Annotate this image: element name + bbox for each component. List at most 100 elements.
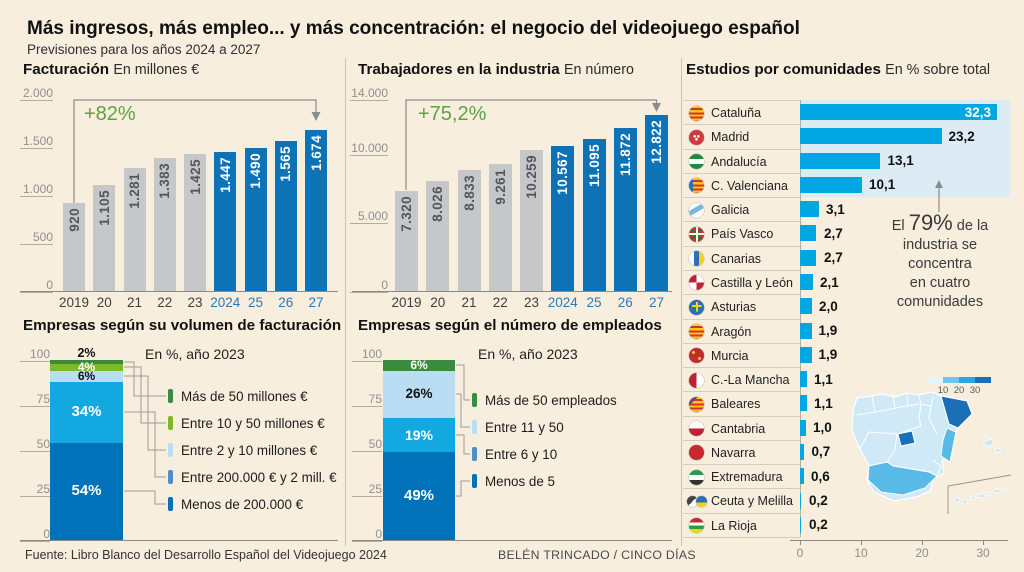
chart-note: En %, año 2023 bbox=[478, 346, 578, 362]
hbar-value: 0,6 bbox=[811, 468, 830, 484]
y-tick: 14.000 bbox=[350, 86, 388, 101]
segment-pct: 6% bbox=[410, 358, 428, 373]
y-tick: 0 bbox=[20, 279, 53, 293]
hbar-andalucia bbox=[800, 152, 880, 169]
segment-2-10m: 6% bbox=[50, 369, 123, 384]
table-row: Galicia bbox=[683, 198, 800, 223]
table-row: Murcia bbox=[683, 344, 800, 369]
segment-pct: 49% bbox=[403, 486, 435, 504]
la-mancha-flag-icon bbox=[689, 372, 704, 388]
map-andalucia bbox=[867, 461, 938, 496]
y-tick: 50 bbox=[352, 438, 382, 452]
x-tick: 2019 bbox=[391, 295, 422, 310]
table-axis-line bbox=[800, 100, 801, 537]
galicia-flag-icon bbox=[689, 202, 704, 218]
y-tick: 0 bbox=[352, 528, 382, 542]
hbar-cataluna bbox=[800, 104, 998, 120]
annotation-line: concentra bbox=[908, 256, 972, 272]
x-tick-mark bbox=[983, 540, 984, 545]
region-name: C. Valenciana bbox=[711, 178, 788, 193]
hbar-navarra bbox=[800, 443, 805, 460]
segment-pct: 54% bbox=[71, 482, 102, 500]
legend-label: Menos de 200.000 € bbox=[181, 497, 304, 512]
hbar-value: 1,1 bbox=[814, 395, 833, 411]
region-name: C.-La Mancha bbox=[711, 373, 790, 388]
bar-value: 1.490 bbox=[248, 152, 263, 189]
x-tick: 27 bbox=[648, 295, 665, 310]
bar-value: 11.095 bbox=[586, 143, 602, 187]
table-row: Ceuta y Melilla bbox=[683, 489, 800, 514]
valenciana-flag-icon bbox=[689, 178, 704, 194]
estudios-title: Estudios por comunidades En % sobre tota… bbox=[686, 61, 990, 78]
legend-swatch bbox=[472, 474, 477, 488]
x-tick: 30 bbox=[976, 546, 990, 560]
chart-note: En %, año 2023 bbox=[145, 346, 245, 362]
y-tick: 1.500 bbox=[20, 135, 53, 149]
hbar-value: 2,7 bbox=[824, 250, 843, 266]
table-row: Castilla y León bbox=[683, 271, 800, 296]
y-tick: 25 bbox=[352, 483, 382, 497]
bar-2021: 8.833 bbox=[457, 169, 481, 291]
map-canarias bbox=[953, 487, 1007, 505]
estudios-table: Cataluña Madrid Andalucía C. Valenciana … bbox=[683, 100, 1011, 539]
map-scale-tick: 10 bbox=[937, 385, 949, 396]
segment-10-50m: 4% bbox=[50, 360, 123, 375]
baleares-flag-icon bbox=[689, 396, 704, 412]
region-name: Murcia bbox=[711, 348, 749, 363]
region-name: Ceuta y Melilla bbox=[711, 494, 793, 509]
segment-label-above: 2% bbox=[77, 346, 96, 360]
segment-pct: 34% bbox=[71, 403, 102, 421]
segment-pct: 4% bbox=[77, 360, 96, 375]
map-madrid bbox=[897, 430, 916, 447]
madrid-flag-icon bbox=[689, 129, 704, 145]
region-name: Asturias bbox=[711, 300, 757, 315]
y-tick: 2.000 bbox=[20, 87, 53, 101]
bar-2019: 920 bbox=[63, 202, 85, 291]
hbar-asturias bbox=[800, 298, 813, 315]
bar-2024-forecast: 1.447 bbox=[214, 152, 237, 291]
hbar-aragon bbox=[800, 322, 812, 339]
y-tick: 75 bbox=[352, 393, 382, 407]
annotation-line: en cuatro bbox=[909, 275, 971, 291]
segment-200k-2m: 34% bbox=[50, 381, 123, 443]
aragon-flag-icon bbox=[689, 324, 704, 340]
table-row: Andalucía bbox=[683, 150, 800, 174]
hbar-value: 13,1 bbox=[887, 153, 914, 169]
x-axis bbox=[352, 291, 672, 292]
y-tick: 500 bbox=[20, 231, 53, 245]
region-name: Canarias bbox=[711, 251, 762, 266]
hbar-cantabria bbox=[800, 419, 807, 436]
la-rioja-flag-icon bbox=[689, 518, 704, 534]
x-tick: 21 bbox=[126, 295, 143, 310]
table-row: C. Valenciana bbox=[683, 174, 800, 199]
table-row: C.-La Mancha bbox=[683, 368, 800, 393]
table-row: La Rioja bbox=[683, 514, 800, 539]
canarias-flag-icon bbox=[689, 251, 704, 267]
bar-2022: 1.383 bbox=[153, 158, 176, 291]
bar-value: 10.567 bbox=[555, 151, 571, 195]
segment-pct: 19% bbox=[404, 426, 434, 443]
map-scale-tick: 30 bbox=[969, 385, 981, 396]
y-tick: 50 bbox=[20, 438, 50, 452]
bar-value: 11.872 bbox=[617, 133, 633, 177]
segment-pct: 6% bbox=[77, 369, 96, 384]
x-tick: 23 bbox=[523, 295, 540, 310]
hbar-value: 2,0 bbox=[819, 298, 838, 314]
hbar-value: 3,1 bbox=[826, 201, 845, 217]
map-cataluna bbox=[940, 395, 973, 429]
region-name: Cataluña bbox=[711, 106, 762, 120]
map-valenciana bbox=[940, 427, 957, 463]
bar-2027-forecast: 12.822 bbox=[645, 115, 668, 291]
hbar-madrid bbox=[800, 128, 942, 145]
pais-vasco-flag-icon bbox=[689, 226, 704, 242]
hbar-value: 2,1 bbox=[820, 274, 839, 290]
table-row: Aragón bbox=[683, 320, 800, 344]
bar-value: 1.425 bbox=[187, 159, 203, 195]
growth-annotation: +75,2% bbox=[418, 103, 487, 125]
y-tick: 1.000 bbox=[20, 183, 53, 197]
chart-title: Empresas según el número de empleados bbox=[358, 317, 662, 334]
hbar-value: 2,7 bbox=[824, 225, 843, 241]
legend-label: Entre 2 y 10 millones € bbox=[181, 443, 318, 458]
x-tick: 20 bbox=[430, 295, 446, 310]
